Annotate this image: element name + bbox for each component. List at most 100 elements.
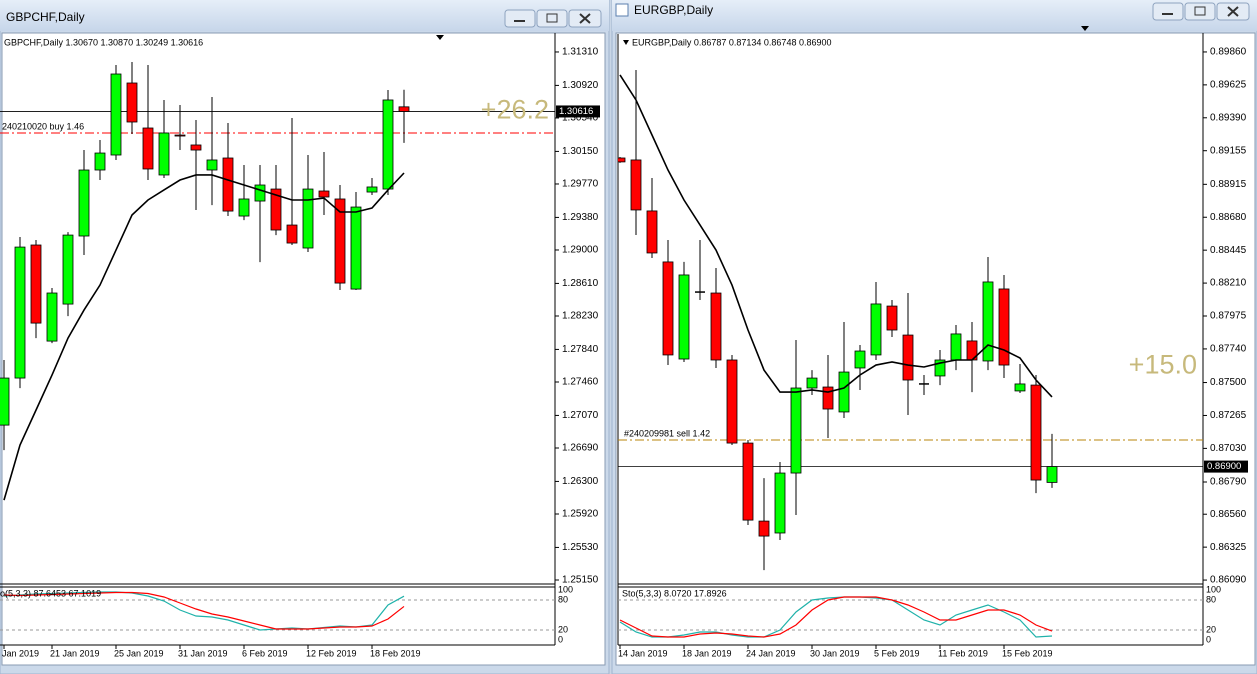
- title-bar: [612, 0, 1257, 31]
- indicator-tick-label: 20: [558, 624, 568, 634]
- y-tick-label: 1.29000: [562, 245, 599, 256]
- candle-body: [318, 190, 330, 198]
- candle-body: [854, 350, 866, 369]
- candle-body: [630, 159, 642, 211]
- indicator-tick-label: 80: [558, 594, 568, 604]
- candle-body: [902, 334, 914, 381]
- candle-body: [334, 198, 346, 284]
- candle-body: [14, 246, 26, 379]
- y-tick-label: 1.27840: [562, 344, 599, 355]
- x-tick-label: 31 Jan 2019: [178, 648, 228, 658]
- candle-body: [174, 134, 186, 137]
- candle-body: [254, 184, 266, 202]
- candle-body: [886, 305, 898, 331]
- indicator-tick-label: 20: [1206, 624, 1216, 634]
- indicator-tick-label: 100: [1206, 584, 1221, 594]
- y-tick-label: 1.29380: [562, 212, 599, 223]
- chart-header: GBPCHF,Daily 1.30670 1.30870 1.30249 1.3…: [4, 37, 203, 47]
- close-icon: [1227, 6, 1239, 17]
- restore-icon: [546, 13, 558, 23]
- y-tick-label: 0.87030: [1210, 443, 1247, 454]
- candle-body: [934, 359, 946, 377]
- price-label: 0.86900: [1207, 461, 1241, 472]
- y-tick-label: 0.87975: [1210, 311, 1247, 322]
- window-title: GBPCHF,Daily: [6, 10, 85, 24]
- candle-body: [366, 186, 378, 193]
- y-tick-label: 0.89390: [1210, 112, 1247, 123]
- price-label: 1.30616: [559, 106, 593, 117]
- candle-body: [726, 359, 738, 444]
- candle-body: [398, 106, 410, 112]
- candle-body: [774, 472, 786, 534]
- y-tick-label: 1.29770: [562, 179, 599, 190]
- candle-body: [1046, 466, 1058, 483]
- profit: +15.0: [1129, 350, 1197, 380]
- x-tick-label: 5 Feb 2019: [874, 648, 920, 658]
- candle-body: [78, 169, 90, 237]
- moving-average: [3, 172, 405, 501]
- y-tick-label: 0.88210: [1210, 278, 1247, 289]
- candle-body: [950, 333, 962, 361]
- y-tick-label: 1.27070: [562, 410, 599, 421]
- y-tick-label: 0.86790: [1210, 477, 1247, 488]
- candle-body: [790, 387, 802, 474]
- moving-average: [619, 74, 1053, 398]
- y-tick-label: 1.28230: [562, 311, 599, 322]
- chart-header: EURGBP,Daily 0.86787 0.87134 0.86748 0.8…: [632, 37, 832, 47]
- x-tick-label: 14 Jan 2019: [618, 648, 668, 658]
- y-tick-label: 1.30920: [562, 80, 599, 91]
- candle-body: [238, 198, 250, 217]
- close-icon: [579, 13, 591, 24]
- x-tick-label: 15 Feb 2019: [1002, 648, 1053, 658]
- x-tick-label: Jan 2019: [2, 648, 39, 658]
- candle-body: [618, 157, 626, 163]
- y-tick-label: 0.88445: [1210, 245, 1247, 256]
- y-tick-label: 1.28610: [562, 278, 599, 289]
- menu-triangle: [623, 40, 629, 45]
- y-tick-label: 0.86560: [1210, 509, 1247, 520]
- y-tick-label: 1.26300: [562, 476, 599, 487]
- window-buttons: [1152, 2, 1250, 21]
- y-tick-label: 1.30150: [562, 146, 599, 157]
- restore-button[interactable]: [536, 9, 568, 28]
- candle-body: [678, 274, 690, 360]
- candle-body: [998, 288, 1010, 366]
- y-tick-label: 1.27460: [562, 377, 599, 388]
- minimize-button[interactable]: [504, 9, 536, 28]
- restore-button[interactable]: [1184, 2, 1216, 21]
- candle-body: [110, 73, 122, 156]
- candle-body: [46, 292, 58, 342]
- window-icon: [615, 3, 629, 17]
- candle-body: [1014, 383, 1026, 392]
- y-tick-label: 0.89860: [1210, 47, 1247, 58]
- order-label: #240209981 sell 1.42: [624, 428, 710, 438]
- plot: #240209981 sell 1.42 +15.0: [618, 70, 1203, 571]
- candle-body: [222, 157, 234, 212]
- candle-body: [142, 127, 154, 170]
- candle-body: [270, 188, 282, 231]
- profit: +26.2: [481, 95, 549, 125]
- x-tick-label: 30 Jan 2019: [810, 648, 860, 658]
- candle-body: [302, 188, 314, 249]
- candle-body: [646, 210, 658, 254]
- window-title: EURGBP,Daily: [634, 3, 713, 17]
- candle-body: [286, 224, 298, 244]
- candle-body: [742, 442, 754, 521]
- order-label: 240210020 buy 1.46: [2, 121, 84, 131]
- y-tick-label: 0.88915: [1210, 179, 1247, 190]
- candle-body: [710, 292, 722, 361]
- indicator-plot: Sto(5,3,3) 8.0720 17.8926: [618, 588, 1203, 638]
- y-tick-label: 0.89625: [1210, 80, 1247, 91]
- minimize-button[interactable]: [1152, 2, 1184, 21]
- x-tick-label: 24 Jan 2019: [746, 648, 796, 658]
- candle-body: [758, 520, 770, 537]
- x-tick-label: 18 Jan 2019: [682, 648, 732, 658]
- y-tick-label: 0.88680: [1210, 212, 1247, 223]
- y-tick-label: 1.26690: [562, 443, 599, 454]
- candle-body: [1030, 384, 1042, 481]
- candle-body: [190, 144, 202, 151]
- y-tick-label: 0.87500: [1210, 377, 1247, 388]
- y-tick-label: 0.86325: [1210, 542, 1247, 553]
- x-tick-label: 18 Feb 2019: [370, 648, 421, 658]
